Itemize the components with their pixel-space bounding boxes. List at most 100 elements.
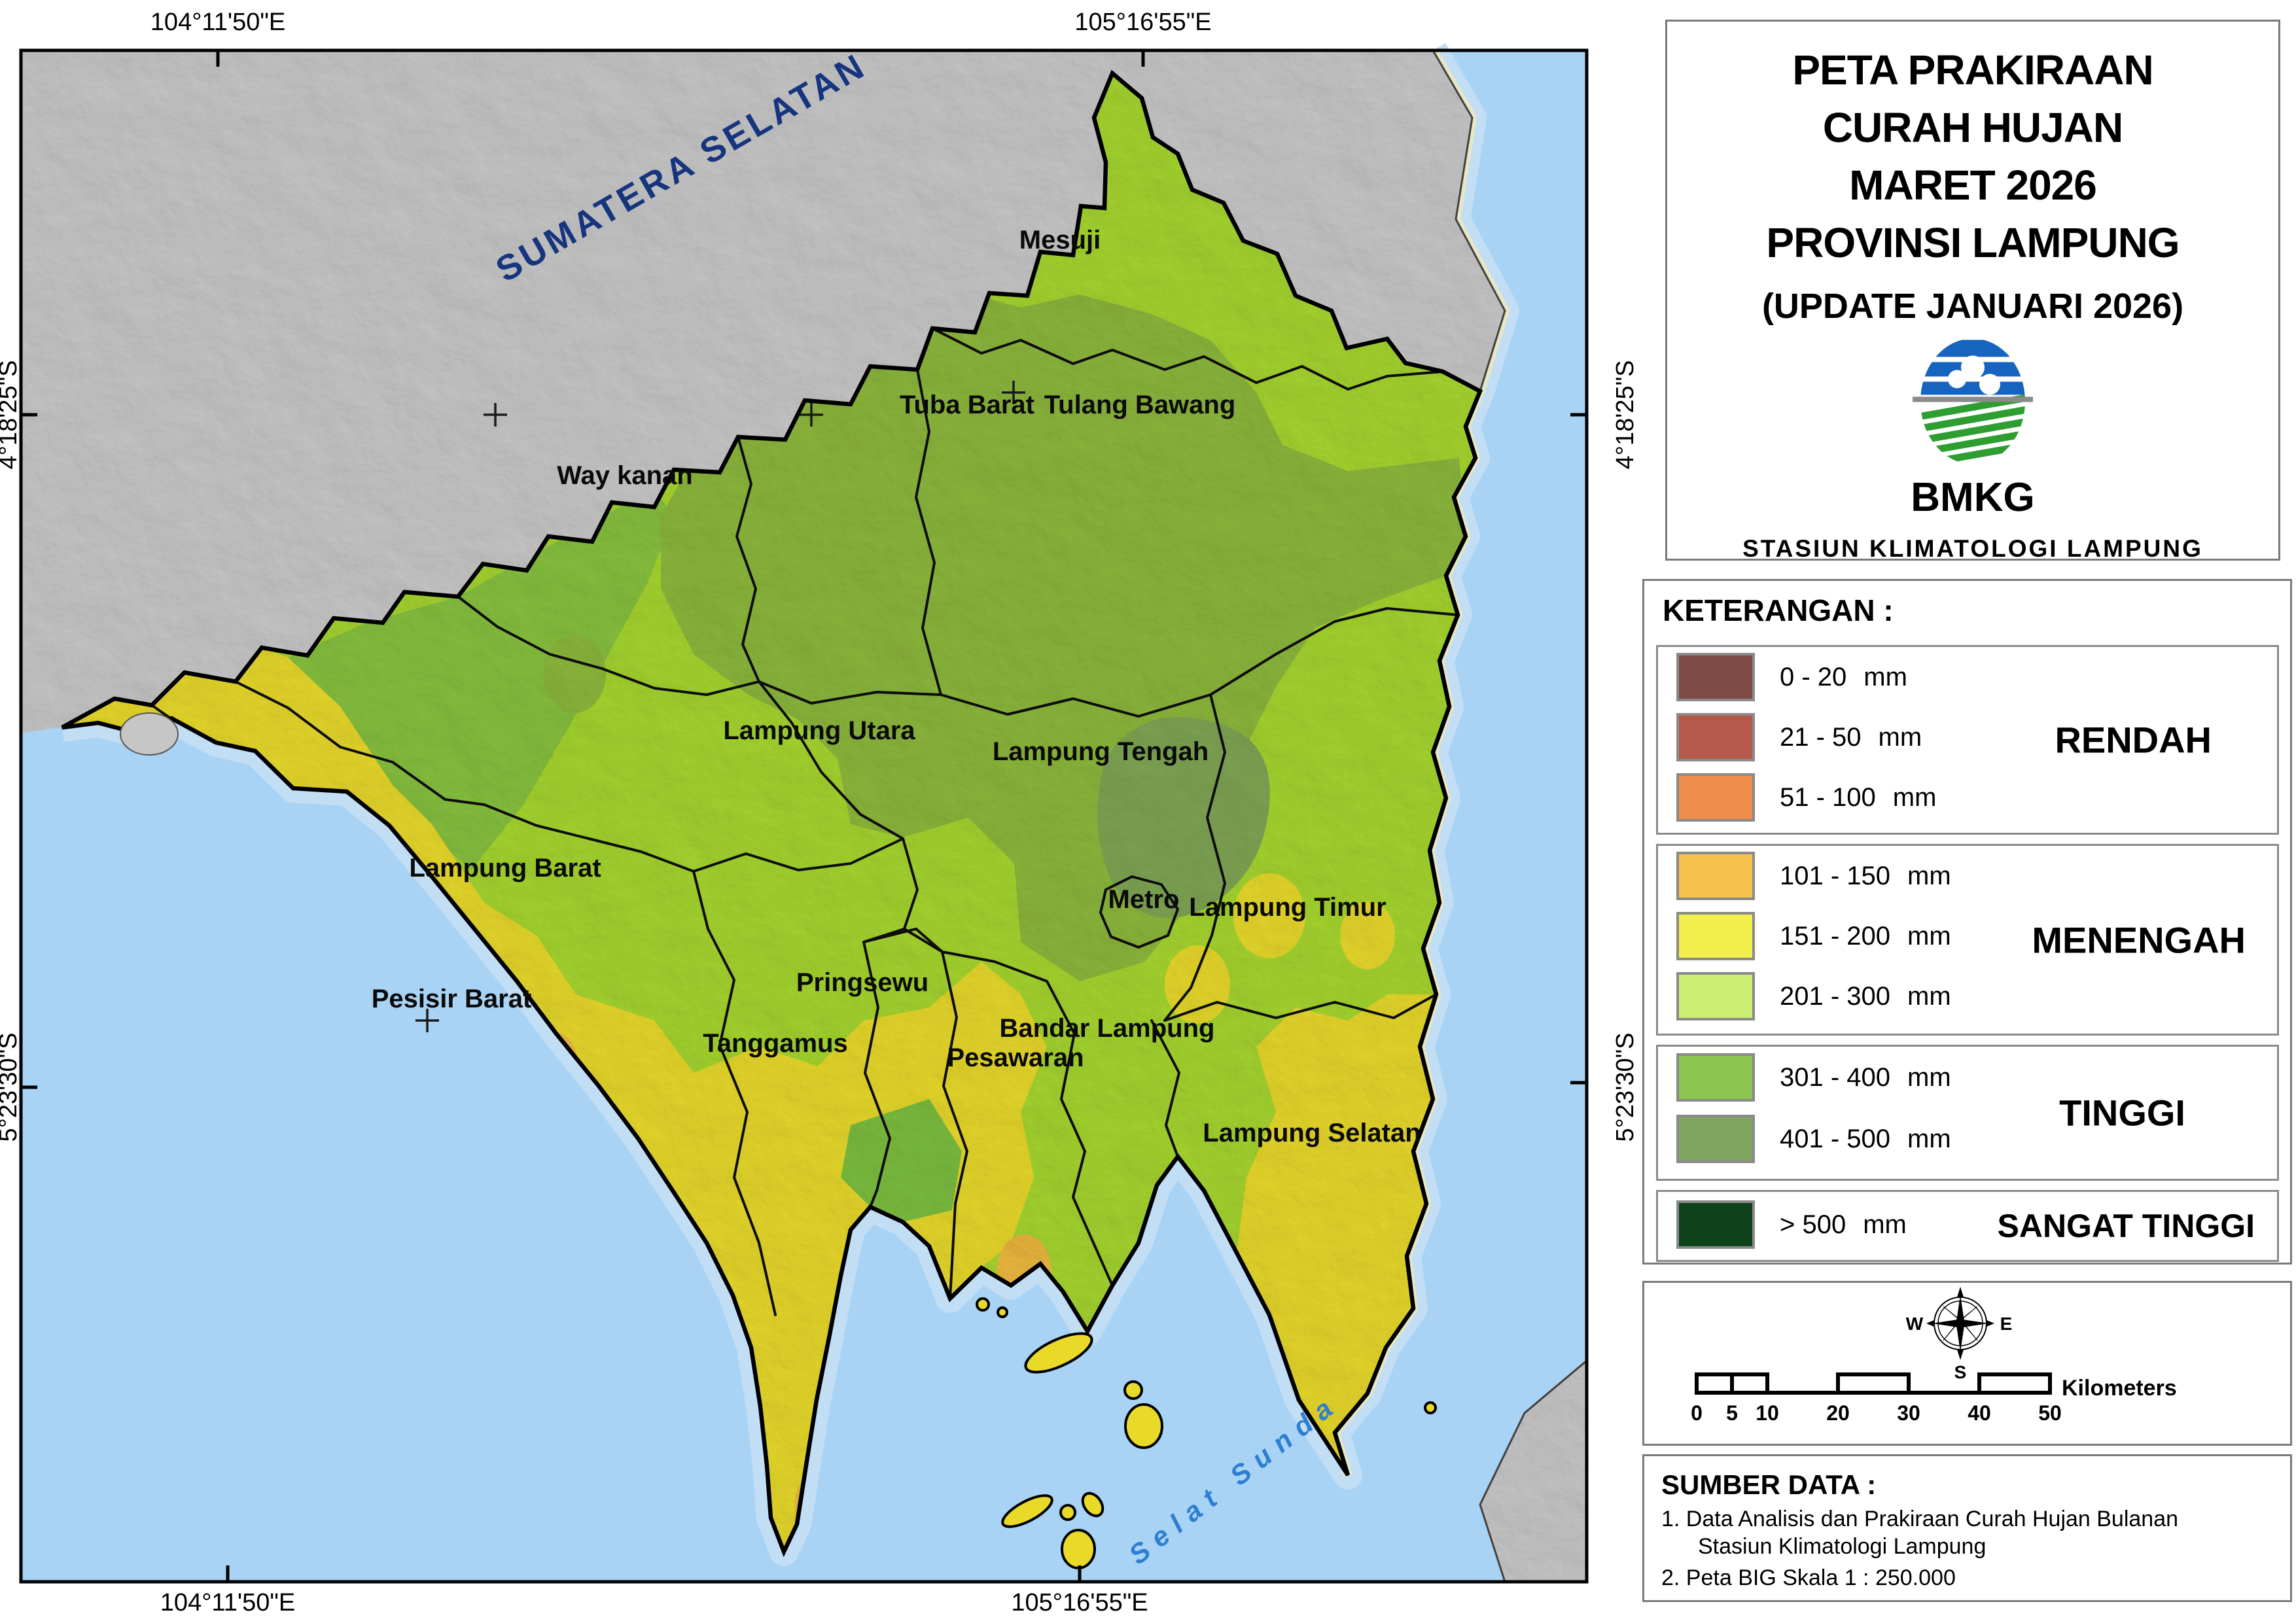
legend-range: 201 - 300 bbox=[1780, 981, 1891, 1011]
legend-row: 0 - 20 mm bbox=[1676, 647, 2277, 707]
legend-swatch-301-400 bbox=[1676, 1053, 1755, 1102]
legend-swatch-0-20 bbox=[1676, 653, 1755, 701]
source-item-1: 1. Data Analisis dan Prakiraan Curah Huj… bbox=[1661, 1507, 2179, 1531]
source-item-1b: Stasiun Klimatologi Lampung bbox=[1698, 1534, 1987, 1559]
province-outline bbox=[61, 69, 1483, 1558]
legend-range: 21 - 50 bbox=[1780, 722, 1862, 752]
coord-right-top: 4°18'25"S bbox=[1612, 360, 1639, 470]
legend-unit: mm bbox=[1907, 1124, 1951, 1153]
legend-swatch-201-300 bbox=[1676, 972, 1755, 1021]
legend-range: 151 - 200 bbox=[1780, 921, 1891, 951]
coord-top-left: 104°11'50"E bbox=[150, 9, 285, 36]
compass-scalebar-panel: N S W E 0 5 10 20 30 40 50 bbox=[1642, 1264, 2292, 1446]
legend-panel: KETERANGAN : 0 - 20 mm 21 - 50 mm 51 - 1… bbox=[1642, 579, 2292, 1265]
legend-group-label-sangat-tinggi: SANGAT TINGGI bbox=[1997, 1208, 2255, 1244]
region-label-lampung-tengah: Lampung Tengah bbox=[993, 737, 1209, 766]
region-label-bandar-lampung: Bandar Lampung bbox=[1000, 1014, 1215, 1043]
legend-row: 51 - 100 mm bbox=[1676, 767, 2277, 828]
legend-swatch-101-150 bbox=[1676, 852, 1755, 900]
legend-row: > 500 mm bbox=[1676, 1192, 2277, 1257]
legend-row: 101 - 150 mm bbox=[1676, 846, 2277, 906]
scalebar-tick-0: 0 bbox=[1691, 1401, 1703, 1425]
legend-heading: KETERANGAN : bbox=[1663, 593, 1894, 627]
legend-unit: mm bbox=[1863, 1210, 1907, 1239]
compass-n: N bbox=[1954, 1283, 1967, 1284]
map-title-line-4: PROVINSI LAMPUNG bbox=[1766, 219, 2180, 266]
compass-rose-icon: N S W E bbox=[1906, 1264, 2013, 1382]
region-labels: Mesuji Tuba Barat Tulang Bawang Way kana… bbox=[372, 226, 1421, 1147]
legend-unit: mm bbox=[1907, 921, 1951, 951]
graticule-labels: 104°11'50"E 105°16'55"E 104°11'50"E 105°… bbox=[0, 9, 1639, 1616]
legend-group-menengah: 101 - 150 mm 151 - 200 mm 201 - 300 mm M… bbox=[1656, 844, 2279, 1036]
legend-swatch-151-200 bbox=[1676, 912, 1755, 960]
region-label-metro: Metro bbox=[1108, 885, 1180, 914]
legend-group-label-menengah: MENENGAH bbox=[2032, 919, 2246, 960]
scalebar-tick-10: 10 bbox=[1756, 1401, 1779, 1425]
region-label-mesuji: Mesuji bbox=[1019, 226, 1101, 254]
compass-w: W bbox=[1906, 1314, 1924, 1334]
legend-group-label-rendah: RENDAH bbox=[2055, 719, 2212, 761]
legend-swatch-401-500 bbox=[1676, 1115, 1755, 1163]
legend-unit: mm bbox=[1907, 1062, 1951, 1092]
legend-unit: mm bbox=[1878, 722, 1922, 752]
title-panel: PETA PRAKIRAAN CURAH HUJAN MARET 2026 PR… bbox=[1665, 20, 2280, 562]
region-label-way-kanan: Way kanan bbox=[557, 461, 692, 490]
update-line: (UPDATE JANUARI 2026) bbox=[1761, 287, 2184, 326]
legend-range: 401 - 500 bbox=[1780, 1124, 1891, 1153]
compass-scalebar: N S W E 0 5 10 20 30 40 50 bbox=[1691, 1264, 2177, 1425]
legend-group-sangat-tinggi: > 500 mm SANGAT TINGGI bbox=[1656, 1190, 2279, 1262]
map-title-line-3: MARET 2026 bbox=[1849, 162, 2097, 209]
graticule-ticks bbox=[21, 50, 1587, 1582]
legend-row: 301 - 400 mm bbox=[1676, 1047, 2277, 1108]
source-panel: SUMBER DATA : 1. Data Analisis dan Praki… bbox=[1642, 1454, 2292, 1602]
legend-range: 301 - 400 bbox=[1780, 1062, 1891, 1092]
legend-range: 101 - 150 bbox=[1780, 861, 1891, 890]
scalebar-unit: Kilometers bbox=[2062, 1376, 2177, 1401]
scalebar-ticks: 0 5 10 20 30 40 50 bbox=[1691, 1401, 2062, 1425]
legend-range: > 500 bbox=[1780, 1210, 1846, 1239]
legend-row: 201 - 300 mm bbox=[1676, 966, 2277, 1026]
legend-unit: mm bbox=[1907, 861, 1951, 890]
legend-unit: mm bbox=[1907, 981, 1951, 1011]
scalebar-tick-50: 50 bbox=[2038, 1401, 2062, 1425]
coord-top-right: 105°16'55"E bbox=[1074, 9, 1211, 36]
legend-swatch-21-50 bbox=[1676, 713, 1755, 761]
region-label-lampung-barat: Lampung Barat bbox=[409, 854, 601, 882]
rainfall-map: 104°11'50"E 105°16'55"E 104°11'50"E 105°… bbox=[0, 9, 1639, 1616]
map-frame bbox=[19, 48, 1589, 1584]
legend-unit: mm bbox=[1892, 782, 1937, 812]
scalebar-tick-40: 40 bbox=[1968, 1401, 1991, 1425]
legend-swatch-500plus bbox=[1676, 1200, 1755, 1249]
graticule-crosses bbox=[415, 381, 1025, 1032]
bmkg-logo-icon bbox=[1913, 340, 2033, 464]
source-item-2: 2. Peta BIG Skala 1 : 250.000 bbox=[1661, 1565, 1956, 1590]
legend-group-label-tinggi: TINGGI bbox=[2059, 1092, 2185, 1134]
coord-left-top: 4°18'25"S bbox=[0, 360, 22, 470]
region-label-pesawaran: Pesawaran bbox=[947, 1043, 1084, 1072]
bmkg-logo bbox=[1667, 336, 2278, 473]
source-heading: SUMBER DATA : bbox=[1661, 1469, 1877, 1500]
coord-left-bottom: 5°23'30"S bbox=[0, 1033, 22, 1142]
region-label-tuba-barat: Tuba Barat bbox=[900, 391, 1034, 419]
region-label-tanggamus: Tanggamus bbox=[703, 1029, 848, 1058]
region-label-lampung-utara: Lampung Utara bbox=[723, 716, 915, 745]
region-label-tulang-bawang: Tulang Bawang bbox=[1044, 391, 1236, 419]
legend-row: 401 - 500 mm bbox=[1676, 1108, 2277, 1170]
compass-e: E bbox=[2000, 1314, 2013, 1334]
map-title-line-1: PETA PRAKIRAAN bbox=[1792, 46, 2153, 94]
islands bbox=[976, 1297, 1437, 1569]
region-label-lampung-selatan: Lampung Selatan bbox=[1203, 1119, 1421, 1147]
scalebar bbox=[1695, 1372, 2052, 1395]
region-label-pesisir-barat: Pesisir Barat bbox=[372, 985, 532, 1013]
legend-swatch-51-100 bbox=[1676, 773, 1755, 822]
krui-estuary bbox=[120, 712, 179, 756]
legend-unit: mm bbox=[1863, 662, 1907, 691]
legend-range: 51 - 100 bbox=[1780, 782, 1876, 812]
legend-group-rendah: 0 - 20 mm 21 - 50 mm 51 - 100 mm RENDAH bbox=[1656, 645, 2279, 835]
scalebar-tick-30: 30 bbox=[1897, 1401, 1920, 1425]
region-label-lampung-timur: Lampung Timur bbox=[1189, 893, 1386, 922]
legend-row: 21 - 50 mm bbox=[1676, 707, 2277, 767]
region-label-pringsewu: Pringsewu bbox=[796, 968, 928, 997]
station-name: STASIUN KLIMATOLOGI LAMPUNG bbox=[1742, 535, 2203, 562]
